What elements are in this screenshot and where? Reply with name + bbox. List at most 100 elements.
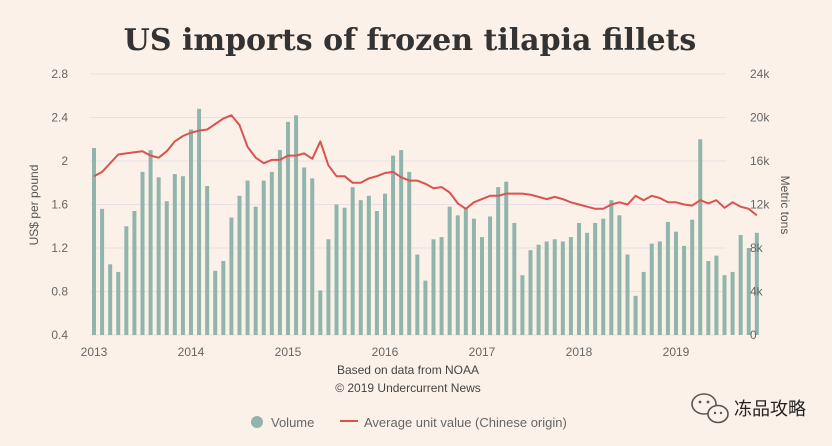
y-tick-left: 1.6: [51, 198, 68, 212]
volume-bar: [714, 255, 719, 335]
volume-bar: [682, 245, 687, 335]
volume-bar: [116, 271, 121, 335]
x-tick: 2014: [178, 345, 205, 359]
wechat-icon: [691, 393, 729, 424]
legend-volume-marker: [251, 416, 263, 428]
volume-bar: [722, 275, 727, 335]
volume-bar: [560, 241, 565, 335]
volume-bar: [617, 215, 622, 335]
y-tick-right: 16k: [750, 154, 770, 168]
volume-bar: [391, 155, 396, 335]
volume-bar: [520, 275, 525, 335]
watermark-text: 冻品攻略: [734, 399, 806, 420]
source-line-2: © 2019 Undercurrent News: [335, 381, 481, 395]
x-tick: 2018: [566, 345, 593, 359]
y-tick-left: 2.8: [51, 67, 68, 81]
volume-bar: [649, 243, 654, 335]
volume-bar: [286, 121, 290, 335]
x-tick: 2015: [275, 345, 302, 359]
y-tick-left: 0.4: [51, 328, 68, 342]
volume-bar: [504, 181, 509, 335]
volume-bar: [593, 222, 598, 335]
volume-bar: [738, 234, 743, 335]
volume-bar: [633, 295, 638, 335]
volume-bar: [415, 254, 420, 335]
source-line-1: Based on data from NOAA: [337, 363, 479, 377]
volume-bar: [326, 239, 331, 335]
volume-bar: [480, 237, 484, 335]
volume-bar: [148, 150, 153, 335]
volume-bar: [229, 217, 234, 335]
y-axis-left-label: US$ per pound: [27, 165, 41, 246]
legend-volume-label: Volume: [271, 415, 314, 430]
volume-bar: [302, 167, 307, 335]
volume-bar: [277, 150, 282, 335]
volume-bar: [189, 129, 193, 335]
volume-bar: [439, 237, 444, 335]
volume-bar: [172, 174, 177, 335]
volume-bar: [455, 215, 460, 335]
volume-bar: [140, 171, 145, 335]
volume-bar: [568, 237, 573, 335]
volume-bar: [754, 232, 759, 335]
volume-bar: [488, 216, 493, 335]
volume-bar: [350, 187, 355, 335]
volume-bar: [358, 200, 363, 335]
volume-bar: [334, 204, 339, 335]
volume-bar: [690, 219, 695, 335]
volume-bar: [447, 206, 452, 335]
y-tick-right: 8k: [750, 241, 764, 255]
volume-bar: [318, 290, 323, 335]
volume-bar: [674, 231, 678, 335]
volume-bar: [544, 241, 549, 335]
x-tick: 2016: [372, 345, 399, 359]
legend-unit-value-label: Average unit value (Chinese origin): [364, 415, 567, 430]
volume-bar: [601, 218, 606, 335]
volume-bar: [100, 208, 105, 335]
volume-bar: [245, 180, 250, 335]
unit-value-series-line: [93, 114, 758, 217]
volume-bar: [698, 139, 703, 335]
volume-bar: [197, 108, 202, 335]
volume-bar: [463, 207, 468, 335]
volume-bar: [213, 270, 218, 335]
y-axis-left-ticks: 0.4 0.8 1.2 1.6 2 2.4 2.8: [51, 67, 68, 342]
volume-bar: [431, 239, 436, 335]
volume-bar: [577, 222, 581, 335]
volume-bar: [132, 211, 137, 335]
volume-bar: [383, 193, 387, 335]
x-tick: 2013: [81, 345, 108, 359]
x-tick: 2019: [663, 345, 690, 359]
y-tick-right: 0: [750, 328, 757, 342]
volume-bar: [746, 248, 751, 335]
y-tick-left: 1.2: [51, 241, 68, 255]
volume-bar: [92, 147, 96, 335]
volume-bar: [528, 250, 533, 335]
volume-bar: [552, 239, 557, 335]
volume-bar: [180, 176, 185, 335]
volume-bar: [665, 221, 670, 335]
volume-bar: [342, 207, 347, 335]
watermark: 冻品攻略: [691, 393, 806, 424]
volume-bar: [156, 177, 161, 335]
y-tick-right: 12k: [750, 198, 770, 212]
volume-bar: [205, 186, 210, 335]
volume-bar: [657, 241, 662, 335]
volume-bar: [625, 254, 630, 335]
volume-bar: [269, 171, 274, 335]
volume-bar: [310, 178, 315, 335]
volume-bar: [294, 115, 299, 335]
y-axis-right-label: Metric tons: [778, 176, 792, 235]
volume-bar: [399, 150, 404, 335]
volume-bar: [366, 195, 371, 335]
volume-bar: [641, 271, 646, 335]
volume-bar: [124, 226, 129, 335]
y-axis-right-ticks: 0 4k 8k 12k 16k 20k 24k: [750, 67, 770, 342]
volume-bar: [108, 264, 113, 335]
volume-bar: [471, 218, 476, 335]
volume-bar: [164, 201, 169, 335]
volume-bar: [496, 187, 501, 335]
y-tick-right: 4k: [750, 285, 764, 299]
volume-bar: [407, 171, 412, 335]
